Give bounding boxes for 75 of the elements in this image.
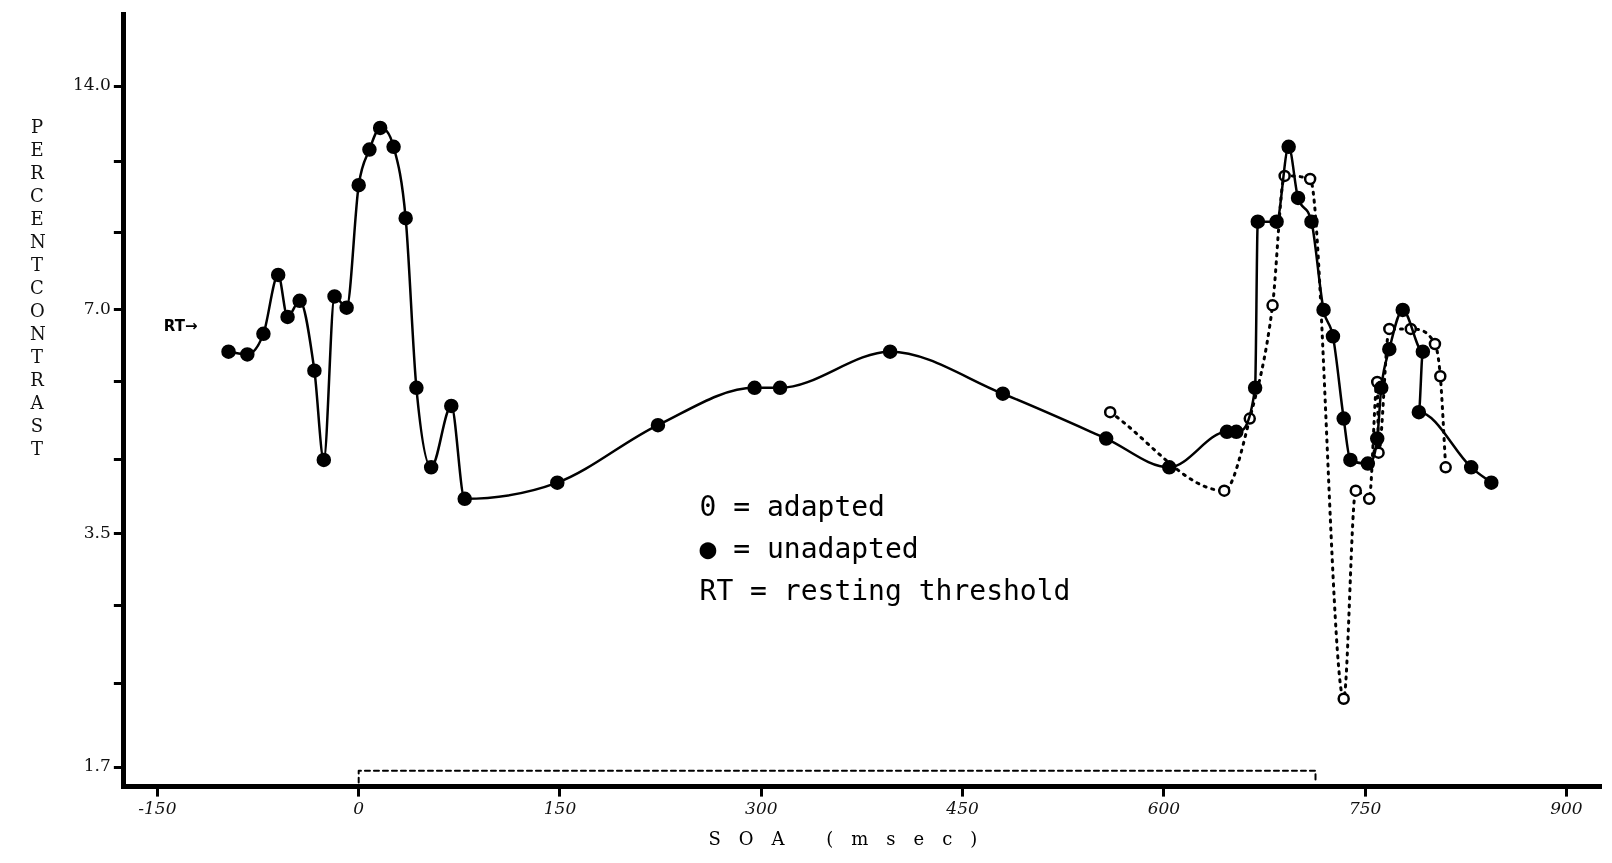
point — [1349, 484, 1363, 497]
point — [457, 491, 472, 507]
x-axis-title: SOA (msec) — [708, 827, 996, 849]
point — [1266, 299, 1279, 312]
point — [256, 326, 271, 342]
point — [1337, 692, 1350, 706]
point — [747, 380, 762, 396]
y-tick-label: 14.0 — [72, 74, 111, 95]
point — [351, 177, 366, 193]
x-tick-label: 750 — [1348, 798, 1382, 819]
point — [772, 380, 788, 396]
point — [1325, 329, 1341, 344]
x-tick-label: -150 — [138, 798, 177, 819]
point — [280, 309, 295, 325]
x-tick-label: 150 — [543, 798, 577, 819]
point — [1360, 456, 1376, 471]
point — [1484, 475, 1499, 490]
point — [995, 386, 1011, 401]
point — [1290, 190, 1306, 206]
point — [1247, 380, 1263, 396]
x-tick-label: 450 — [945, 798, 979, 819]
text: PERCENT CONTRAST — [30, 116, 46, 459]
point — [221, 344, 236, 359]
point — [1439, 461, 1452, 474]
point — [1218, 484, 1231, 497]
point — [1434, 370, 1447, 383]
point — [1395, 302, 1410, 318]
point — [316, 452, 332, 468]
point — [292, 293, 307, 309]
point — [339, 300, 354, 315]
point — [1098, 431, 1114, 446]
point — [240, 347, 255, 362]
point — [1250, 214, 1266, 229]
point — [372, 120, 388, 136]
point — [1161, 460, 1177, 475]
point — [1415, 344, 1431, 359]
point — [1336, 411, 1351, 426]
point — [1428, 337, 1442, 351]
point — [423, 460, 439, 475]
point — [1362, 492, 1376, 506]
point — [550, 475, 565, 490]
x-tick-label: 900 — [1550, 798, 1583, 819]
point — [1374, 380, 1389, 396]
point — [650, 417, 666, 433]
y-tick-label: 7.0 — [83, 298, 111, 319]
annotation: RT→ — [163, 316, 198, 335]
point — [362, 142, 377, 157]
point — [386, 139, 401, 155]
point — [409, 380, 424, 396]
point — [270, 267, 286, 283]
point — [1269, 214, 1284, 229]
point — [327, 289, 342, 304]
point — [1382, 341, 1397, 357]
point — [1103, 405, 1117, 419]
point — [1316, 302, 1331, 318]
point — [1304, 214, 1319, 229]
point — [1343, 452, 1358, 468]
point — [1303, 172, 1317, 186]
point — [882, 344, 898, 359]
y-tick-label: 3.5 — [83, 522, 111, 543]
point — [307, 363, 322, 378]
y-tick-label: 1.7 — [83, 755, 111, 776]
annotation: 0 = adapted — [699, 489, 885, 523]
point — [1281, 139, 1296, 155]
point — [1463, 460, 1479, 475]
point — [444, 398, 459, 414]
point — [1411, 404, 1427, 420]
x-tick-label: 600 — [1147, 798, 1181, 819]
point — [1229, 424, 1244, 440]
annotation: ● = unadapted — [699, 531, 919, 565]
point — [1369, 431, 1385, 446]
x-tick-label: 300 — [745, 798, 778, 819]
point — [398, 210, 413, 226]
annotation: RT = resting threshold — [699, 573, 1071, 607]
x-tick-label: 0 — [353, 798, 365, 819]
